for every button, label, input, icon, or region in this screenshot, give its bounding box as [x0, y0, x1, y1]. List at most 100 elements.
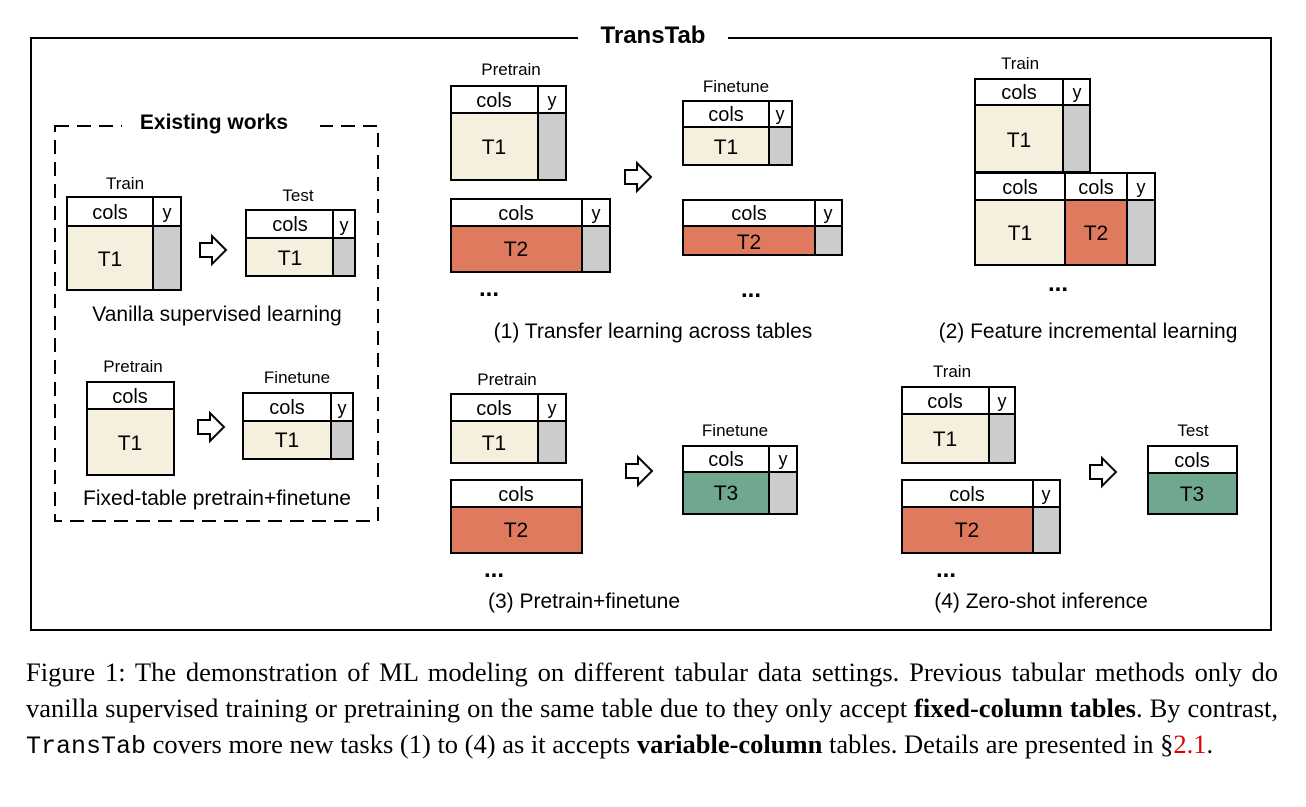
table-t3-label: T3: [1180, 483, 1205, 506]
transfer-pretrain-t1-table: cols y T1: [450, 85, 567, 181]
fixed-finetune-table: cols y T1: [242, 392, 354, 460]
table-t2-label: T2: [955, 519, 980, 542]
table-t1-label: T1: [482, 136, 507, 159]
caption-code-transtab: TransTab: [26, 732, 147, 761]
section-ref-link[interactable]: 2.1: [1173, 729, 1207, 759]
table-t3-label: T3: [714, 482, 739, 505]
caption-section-symbol: §: [1160, 729, 1174, 759]
y-label: y: [592, 203, 601, 223]
incremental-learning-panel: Train cols y T1 cols cols y T1 T2 ... (2…: [939, 54, 1238, 343]
vanilla-test-table: cols y T1: [245, 209, 356, 277]
table-t1-label: T1: [278, 247, 303, 270]
cols-label: cols: [476, 398, 512, 420]
cols-label: cols: [112, 386, 148, 408]
cols-label: cols: [476, 90, 512, 112]
ellipsis: ...: [741, 276, 761, 303]
fixed-pretrain-label: Pretrain: [103, 357, 163, 376]
existing-works-panel: Existing works Train cols y T1 Test cols…: [54, 108, 379, 522]
ellipsis: ...: [1048, 270, 1068, 297]
y-label: y: [776, 104, 785, 124]
caption-lead: Figure 1: The demonstration of ML modeli…: [26, 657, 1278, 723]
incremental-train-label: Train: [1001, 54, 1039, 73]
arrow-right-icon: [197, 410, 226, 444]
pf-t2-table: cols T2: [450, 479, 583, 554]
vanilla-train-label: Train: [106, 174, 144, 193]
cols-label: cols: [92, 202, 128, 224]
transfer-pretrain-t2-table: cols y T2: [450, 198, 611, 273]
caption-end: .: [1206, 729, 1214, 759]
table-t2-label: T2: [504, 519, 529, 542]
table-t1-label: T1: [714, 136, 739, 159]
cols-label: cols: [498, 484, 534, 506]
transfer-learning-panel: Pretrain cols y T1 cols y T2 ... Finetun…: [450, 60, 843, 343]
arrow-right-icon: [625, 454, 654, 488]
table-t1-label: T1: [933, 428, 958, 451]
y-label: y: [340, 215, 349, 235]
cols-label: cols: [1001, 82, 1037, 104]
y-label: y: [1073, 82, 1082, 102]
caption-mid3: tables. Details are presented in: [822, 729, 1161, 759]
zs-caption: (4) Zero-shot inference: [934, 590, 1148, 613]
fixed-pretrain-table: cols T1: [86, 381, 175, 476]
caption-mid2: covers more new tasks (1) to (4) as it a…: [146, 729, 637, 759]
y-label: y: [1137, 177, 1146, 197]
zs-t2-table: cols y T2: [901, 479, 1061, 554]
transfer-finetune-t1-table: cols y T1: [682, 100, 793, 166]
y-label: y: [998, 391, 1007, 411]
transfer-pretrain-label: Pretrain: [481, 60, 541, 79]
y-label: y: [824, 203, 833, 223]
y-label: y: [1042, 484, 1051, 504]
cols-label: cols: [949, 484, 985, 506]
incremental-caption: (2) Feature incremental learning: [939, 320, 1238, 343]
ellipsis: ...: [484, 556, 504, 583]
transtab-figure: TransTab Existing works Train cols y T1 …: [30, 18, 1272, 631]
figure-caption: Figure 1: The demonstration of ML modeli…: [26, 654, 1278, 765]
transfer-finetune-label: Finetune: [703, 77, 769, 96]
ellipsis: ...: [479, 275, 499, 302]
caption-bold-variable: variable-column: [636, 729, 823, 759]
pf-t1-table: cols y T1: [450, 393, 567, 464]
table-t1-label: T1: [98, 248, 123, 271]
incremental-t1-t2-table: cols cols y T1 T2: [974, 172, 1156, 266]
arrow-right-icon: [199, 233, 228, 267]
caption-mid1: . By contrast,: [1135, 693, 1278, 723]
cols-label: cols: [708, 449, 744, 471]
cols-label: cols: [1002, 177, 1038, 199]
y-label: y: [779, 449, 788, 469]
existing-works-heading: Existing works: [140, 111, 288, 134]
cols-label: cols: [1174, 450, 1210, 472]
cols-label: cols: [498, 203, 534, 225]
y-label: y: [163, 202, 172, 222]
cols-label: cols: [708, 104, 744, 126]
pf-finetune-label: Finetune: [702, 421, 768, 440]
y-label: y: [548, 90, 557, 110]
pf-t3-table: cols y T3: [682, 445, 798, 515]
pf-pretrain-label: Pretrain: [477, 370, 537, 389]
table-t1-label: T1: [482, 432, 507, 455]
cols-label: cols: [927, 391, 963, 413]
pf-caption: (3) Pretrain+finetune: [488, 590, 680, 613]
vanilla-caption: Vanilla supervised learning: [92, 303, 341, 326]
transfer-finetune-t2-table: cols y T2: [682, 199, 843, 256]
table-t1-label: T1: [1008, 222, 1033, 245]
zero-shot-panel: Train cols y T1 cols y T2 ... Test cols …: [901, 362, 1238, 613]
table-t2-label: T2: [504, 238, 529, 261]
cols-label: cols: [731, 203, 767, 225]
zs-train-label: Train: [933, 362, 971, 381]
arrow-right-icon: [624, 160, 653, 194]
figure-title: TransTab: [601, 22, 706, 49]
table-t2-label: T2: [737, 231, 762, 254]
y-label: y: [338, 398, 347, 418]
table-t1-label: T1: [118, 432, 143, 455]
table-t1-label: T1: [275, 429, 300, 452]
table-t2-label: T2: [1084, 222, 1109, 245]
fixed-caption: Fixed-table pretrain+finetune: [83, 487, 351, 510]
heading-gap: [122, 108, 320, 138]
arrow-right-icon: [1089, 455, 1118, 489]
zs-t3-table: cols T3: [1147, 445, 1238, 515]
title-gap: [578, 18, 728, 54]
caption-bold-fixed: fixed-column tables: [914, 693, 1136, 723]
transfer-caption: (1) Transfer learning across tables: [494, 320, 813, 343]
pretrain-finetune-panel: Pretrain cols y T1 cols T2 ... Finetune …: [450, 370, 798, 613]
ellipsis: ...: [936, 556, 956, 583]
